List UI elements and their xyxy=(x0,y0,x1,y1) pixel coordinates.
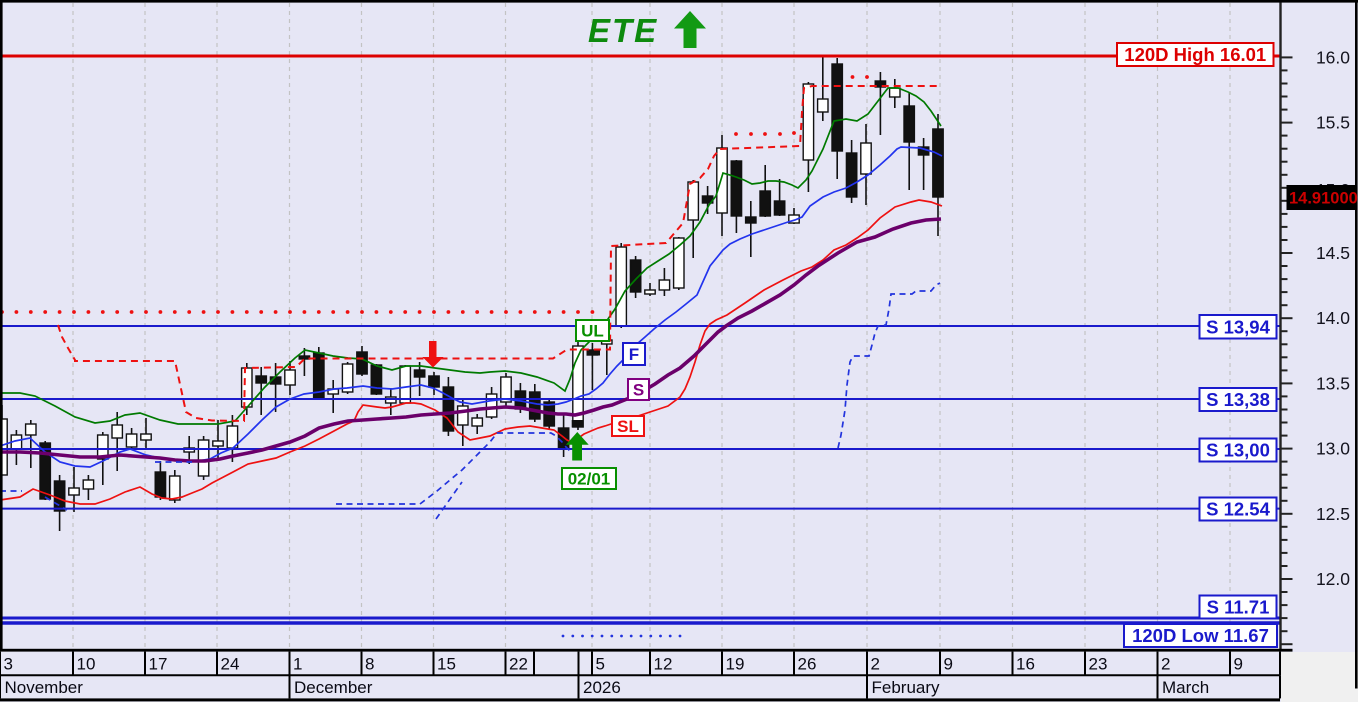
svg-text:10: 10 xyxy=(77,655,96,674)
svg-text:120D High 16.01: 120D High 16.01 xyxy=(1124,44,1266,65)
svg-text:16.0: 16.0 xyxy=(1316,47,1350,67)
svg-text:March: March xyxy=(1162,678,1209,697)
svg-text:9: 9 xyxy=(944,655,953,674)
svg-text:2026: 2026 xyxy=(583,678,621,697)
svg-text:12: 12 xyxy=(654,655,673,674)
svg-text:S 11.71: S 11.71 xyxy=(1207,597,1270,618)
svg-text:S 13,94: S 13,94 xyxy=(1206,316,1270,337)
svg-text:02/01: 02/01 xyxy=(568,470,611,489)
svg-text:5: 5 xyxy=(596,655,605,674)
svg-text:16: 16 xyxy=(1016,655,1035,674)
svg-text:15: 15 xyxy=(437,655,456,674)
svg-text:S 12.54: S 12.54 xyxy=(1206,499,1270,520)
svg-text:23: 23 xyxy=(1089,655,1108,674)
svg-text:8: 8 xyxy=(365,655,374,674)
svg-text:13.0: 13.0 xyxy=(1316,439,1350,459)
svg-text:February: February xyxy=(872,678,941,697)
svg-text:S 13,38: S 13,38 xyxy=(1206,389,1270,410)
svg-text:22: 22 xyxy=(509,655,528,674)
svg-text:14.91000: 14.91000 xyxy=(1289,190,1358,208)
svg-text:S: S xyxy=(633,381,644,400)
svg-text:13.5: 13.5 xyxy=(1316,373,1350,393)
svg-text:UL: UL xyxy=(581,322,604,341)
svg-text:2: 2 xyxy=(1161,655,1170,674)
svg-text:12.5: 12.5 xyxy=(1316,504,1350,524)
svg-text:December: December xyxy=(294,678,373,697)
svg-text:1: 1 xyxy=(293,655,302,674)
svg-text:F: F xyxy=(629,345,639,364)
svg-text:15.5: 15.5 xyxy=(1316,113,1350,133)
svg-text:ETE: ETE xyxy=(588,12,658,49)
svg-text:26: 26 xyxy=(798,655,817,674)
svg-text:S 13,00: S 13,00 xyxy=(1206,440,1270,461)
svg-text:2: 2 xyxy=(871,655,880,674)
svg-text:19: 19 xyxy=(726,655,745,674)
svg-text:14.0: 14.0 xyxy=(1316,308,1350,328)
svg-text:November: November xyxy=(5,678,84,697)
svg-text:24: 24 xyxy=(221,655,240,674)
svg-text:9: 9 xyxy=(1234,655,1243,674)
svg-text:120D Low 11.67: 120D Low 11.67 xyxy=(1132,625,1269,646)
svg-text:SL: SL xyxy=(617,417,639,436)
svg-text:17: 17 xyxy=(149,655,168,674)
svg-text:12.0: 12.0 xyxy=(1316,569,1350,589)
svg-text:3: 3 xyxy=(4,655,13,674)
svg-text:14.5: 14.5 xyxy=(1316,243,1350,263)
